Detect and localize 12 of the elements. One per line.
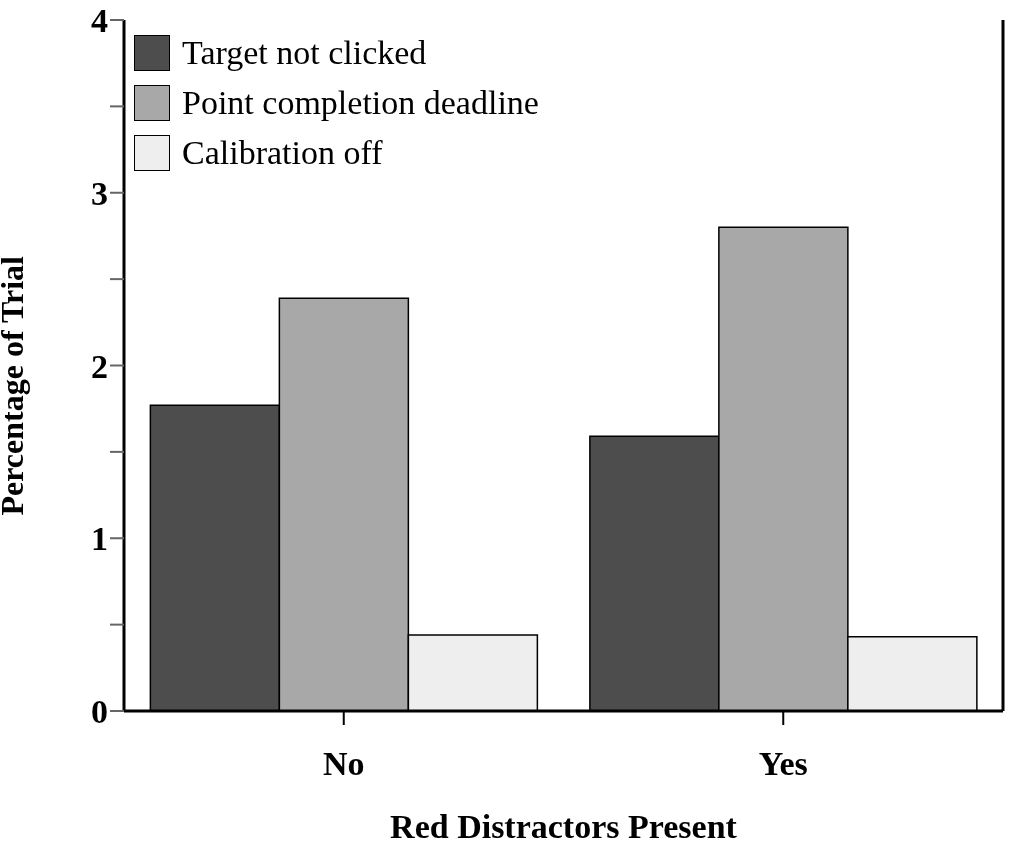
x-axis-title: Red Distractors Present [390, 808, 738, 845]
y-axis-title: Percentage of Trial [0, 255, 31, 516]
y-tick-label: 1 [91, 520, 108, 558]
legend-label: Calibration off [182, 133, 383, 173]
y-tick-label: 2 [91, 347, 108, 385]
legend-label: Target not clicked [182, 33, 427, 73]
x-tick-label: No [322, 745, 365, 783]
x-tick-label: Yes [758, 745, 808, 783]
y-tick-label: 3 [91, 174, 108, 212]
y-tick-label: 4 [91, 2, 108, 40]
legend-label: Point completion deadline [182, 83, 539, 123]
y-tick-label: 0 [91, 693, 108, 731]
